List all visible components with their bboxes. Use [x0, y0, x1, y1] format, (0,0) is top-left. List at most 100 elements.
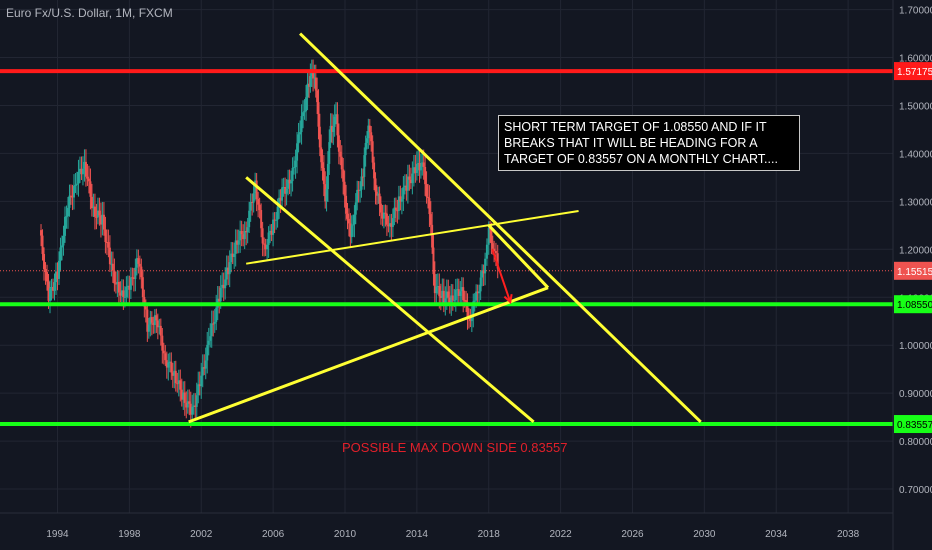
grid	[0, 0, 893, 513]
candle-body	[245, 231, 248, 233]
candle-body	[111, 263, 114, 271]
candle-body	[415, 163, 418, 173]
candle-body	[374, 178, 377, 192]
candle-body	[393, 207, 396, 219]
candle-body	[314, 77, 317, 91]
candle-body	[92, 206, 95, 209]
candle-body	[49, 288, 52, 301]
candle-body	[489, 227, 492, 230]
trendline-5	[487, 224, 550, 289]
candle-body	[224, 279, 227, 289]
trendline-3	[188, 286, 549, 424]
candle-body	[252, 193, 255, 203]
trendline-2	[245, 176, 535, 424]
candle-body	[56, 271, 59, 279]
x-tick-label: 2038	[837, 529, 860, 540]
y-tick-label: 1.00000	[899, 341, 932, 352]
candle-body	[290, 181, 293, 184]
candle-body	[255, 180, 258, 200]
candle-body	[473, 300, 476, 302]
candle-body	[174, 370, 177, 384]
candle-body	[83, 161, 86, 169]
candle-body	[243, 231, 246, 240]
candle-body	[490, 229, 493, 244]
candle-body	[98, 210, 101, 216]
candle-body	[400, 199, 403, 202]
y-tick-label: 0.80000	[899, 437, 932, 448]
candle-body	[52, 286, 55, 291]
candle-body	[206, 344, 209, 361]
candle-body	[354, 202, 357, 215]
projection-arrow-shaft	[491, 248, 512, 303]
candle-body	[99, 215, 102, 225]
candle-body	[365, 138, 368, 143]
y-tick-label: 0.90000	[899, 389, 932, 400]
candle-body	[62, 235, 65, 246]
candle-body	[203, 367, 206, 369]
candle-body	[379, 203, 382, 213]
candle-body	[321, 162, 324, 169]
y-tick-label: 0.70000	[899, 485, 932, 496]
candle-body	[168, 361, 171, 363]
candle-body	[158, 325, 161, 328]
candle-body	[293, 167, 296, 169]
candle-body	[263, 243, 266, 245]
candle-body	[356, 189, 359, 203]
trendline-4	[246, 209, 579, 265]
candle-body	[198, 384, 201, 387]
candle-body	[188, 401, 191, 404]
candle-body	[150, 317, 153, 323]
candle-body	[194, 405, 197, 407]
x-tick-label: 2022	[549, 529, 572, 540]
candle-body	[347, 218, 350, 224]
candle-body	[266, 244, 269, 250]
candle-body	[155, 315, 158, 321]
candle-body	[47, 281, 50, 301]
candle-body	[78, 168, 81, 172]
candle-body	[261, 228, 264, 244]
candle-body	[80, 168, 83, 175]
candle-body	[257, 199, 260, 205]
candle-body	[104, 229, 107, 243]
candle-body	[60, 245, 63, 248]
candle-body	[481, 270, 484, 278]
candle-body	[128, 285, 131, 290]
candle-body	[126, 285, 129, 287]
candle-body	[153, 315, 156, 325]
candle-body	[176, 383, 179, 385]
candle-body	[122, 290, 125, 298]
candle-body	[353, 214, 356, 225]
candle-body	[438, 286, 441, 297]
y-tick-label: 1.50000	[899, 101, 932, 112]
candle-body	[370, 132, 373, 142]
max-downside-label: POSSIBLE MAX DOWN SIDE 0.83557	[342, 440, 568, 455]
candle-body	[470, 314, 473, 322]
candle-body	[75, 183, 78, 185]
candle-body	[123, 296, 126, 298]
candle-body	[40, 230, 43, 236]
candle-body	[491, 243, 494, 249]
candle-body	[325, 189, 328, 202]
y-tick-label: 1.70000	[899, 6, 932, 17]
candle-body	[439, 296, 442, 298]
candle-body	[390, 223, 393, 227]
candle-body	[108, 247, 111, 265]
candle-body	[363, 155, 366, 177]
candle-body	[422, 162, 425, 167]
x-tick-label: 1998	[118, 529, 141, 540]
candle-body	[270, 230, 273, 235]
candle-body	[167, 362, 170, 368]
candle-body	[77, 171, 80, 184]
candle-body	[218, 298, 221, 302]
candle-body	[429, 214, 432, 225]
candle-body	[72, 185, 75, 198]
candle-body	[402, 187, 405, 200]
price-labels: 1.57175 1.15515 1.08550 0.83557	[894, 62, 932, 434]
candle-body	[496, 253, 499, 269]
symbol-title: Euro Fx/U.S. Dollar, 1M, FXCM	[6, 6, 173, 20]
candle-body	[361, 176, 364, 178]
candle-body	[191, 406, 194, 415]
trendlines	[188, 32, 702, 424]
